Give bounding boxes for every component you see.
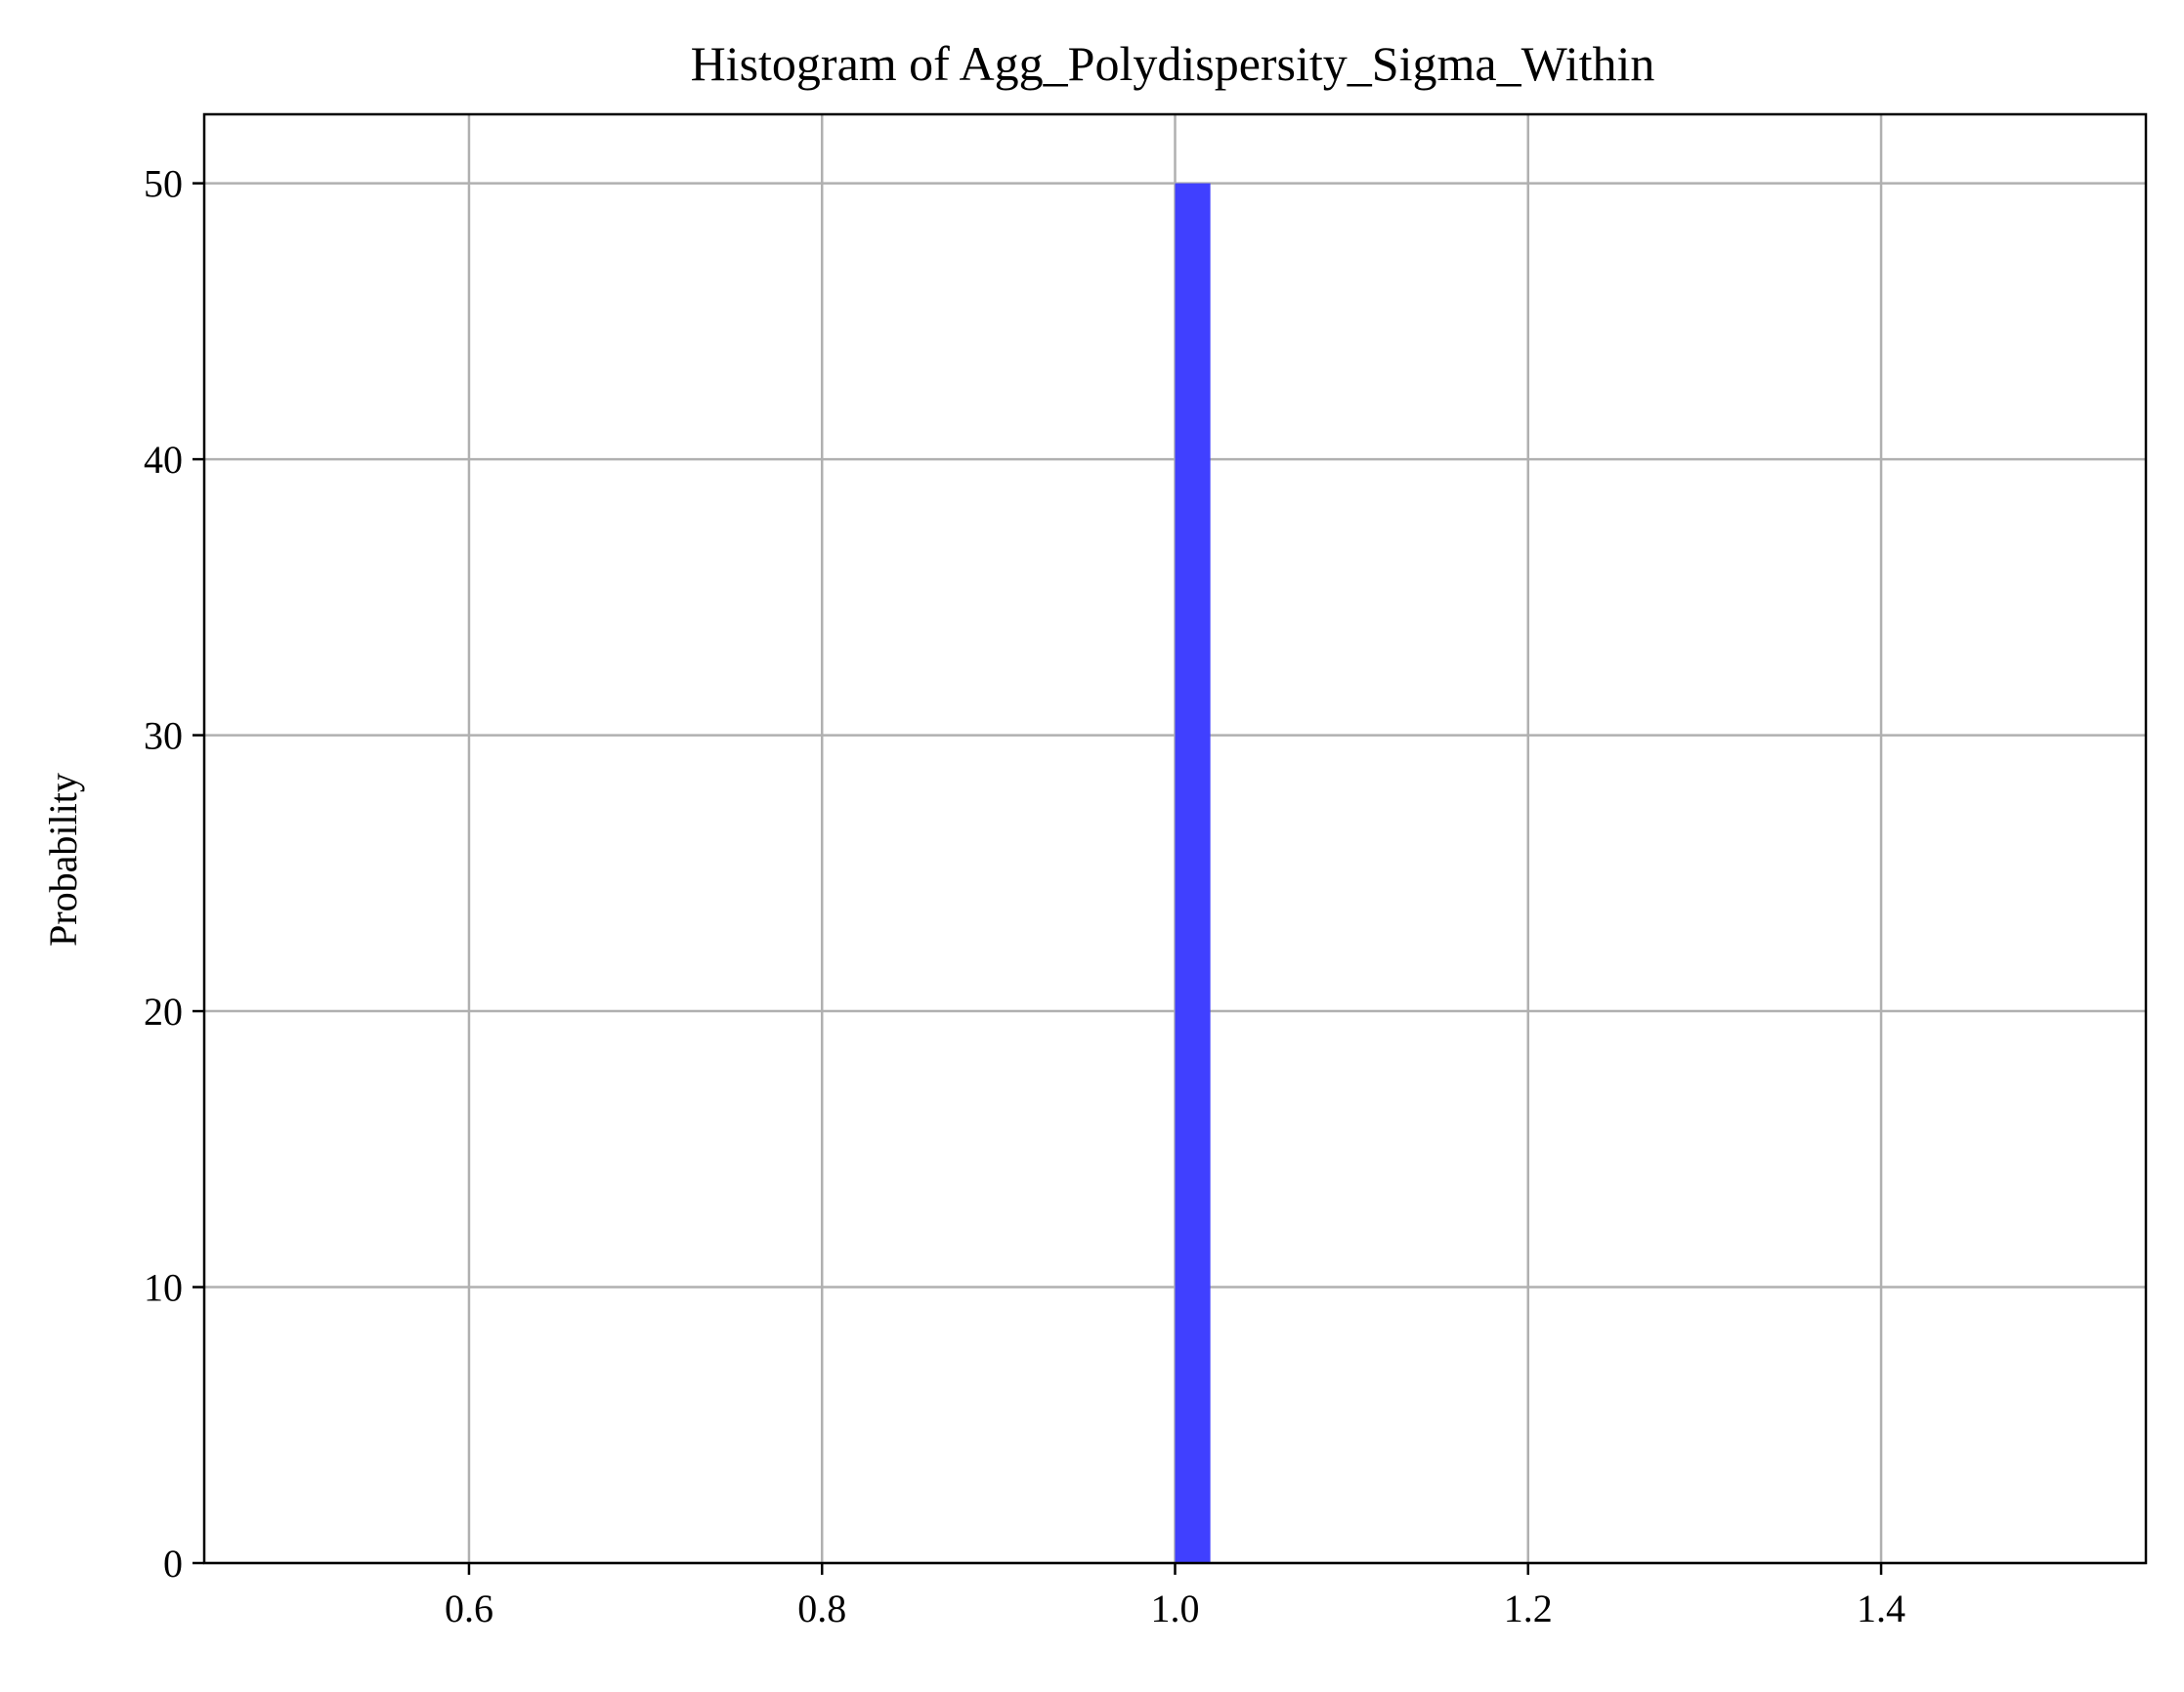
chart-title: Histogram of Agg_Polydispersity_Sigma_Wi…: [691, 36, 1655, 91]
y-tick-label-3: 30: [144, 714, 183, 758]
x-tick-label-0: 0.6: [445, 1586, 493, 1630]
y-tick-label-4: 40: [144, 438, 183, 482]
y-tick-label-2: 20: [144, 990, 183, 1034]
x-tick-label-1: 0.8: [797, 1586, 846, 1630]
histogram-bar-0: [1175, 183, 1211, 1564]
y-axis-label: Probability: [41, 773, 85, 947]
x-tick-label-3: 1.2: [1504, 1586, 1553, 1630]
y-tick-label-5: 50: [144, 162, 183, 206]
bars: [1175, 183, 1211, 1564]
x-tick-label-2: 1.0: [1151, 1586, 1200, 1630]
y-tick-label-0: 0: [163, 1542, 183, 1586]
y-tick-label-1: 10: [144, 1266, 183, 1310]
x-tick-label-4: 1.4: [1857, 1586, 1906, 1630]
ticks: 0.6 0.8 1.0 1.2 1.4 0 10 20 30 40 50: [144, 162, 1906, 1630]
